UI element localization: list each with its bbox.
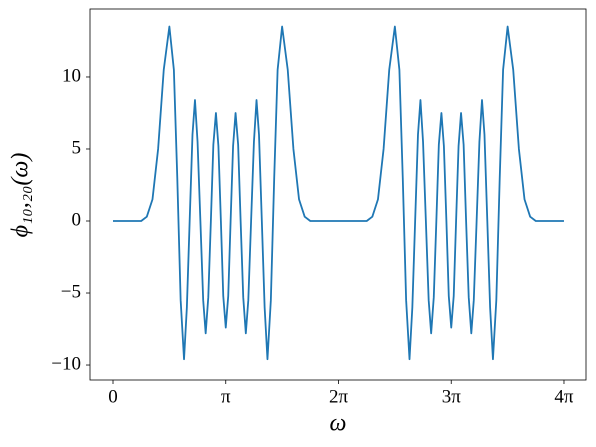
x-tick-label: 4π (554, 386, 574, 407)
y-tick-label: 5 (72, 137, 82, 158)
x-tick-label: 0 (108, 386, 118, 407)
x-tick-label: π (221, 386, 231, 407)
plot-frame (89, 8, 587, 381)
x-axis-label: ω (330, 411, 347, 437)
y-tick-label: 10 (62, 65, 81, 86)
x-tick-label: 3π (442, 386, 462, 407)
y-tick-label: −10 (51, 353, 81, 374)
x-tick-label: 2π (329, 386, 349, 407)
y-tick-label: −5 (61, 281, 81, 302)
y-tick-label: 0 (72, 209, 82, 230)
data-line (113, 25, 564, 361)
y-axis-label: ϕ₁₀,₂₀(ω) (8, 153, 34, 238)
